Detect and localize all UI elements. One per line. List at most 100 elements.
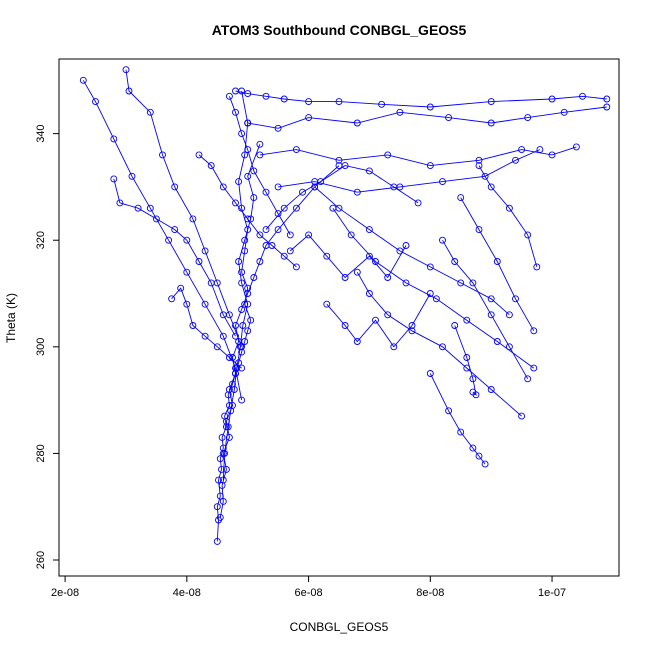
data-point: [168, 295, 176, 303]
data-series: [232, 87, 611, 111]
data-point: [299, 188, 306, 196]
data-point: [329, 204, 337, 212]
data-point: [207, 279, 215, 287]
data-point: [247, 316, 255, 324]
data-point: [512, 156, 519, 164]
data-point: [603, 103, 611, 111]
data-point: [365, 290, 373, 297]
data-point: [481, 460, 489, 468]
data-point: [457, 428, 465, 436]
data-point: [218, 481, 226, 489]
data-point: [110, 175, 118, 183]
data-point: [481, 172, 489, 180]
data-point: [439, 236, 446, 244]
data-point: [274, 124, 282, 132]
data-point: [235, 178, 243, 186]
data-point: [227, 407, 235, 415]
data-point: [451, 258, 459, 265]
data-point: [560, 108, 568, 116]
data-point: [189, 215, 197, 223]
data-point: [225, 354, 233, 361]
y-tick-label: 340: [35, 124, 47, 142]
data-point: [487, 119, 495, 127]
data-point: [384, 274, 392, 281]
data-point: [390, 183, 398, 191]
data-point: [244, 119, 252, 127]
data-series: [475, 162, 541, 271]
data-point: [159, 151, 166, 159]
data-point: [396, 108, 404, 116]
data-point: [218, 433, 226, 441]
data-point: [244, 90, 252, 98]
data-point: [512, 295, 519, 303]
data-point: [493, 258, 501, 265]
series-line: [442, 239, 529, 380]
y-tick-label: 320: [35, 231, 47, 249]
data-point: [238, 130, 246, 138]
plot-frame: [58, 58, 620, 577]
data-point: [244, 226, 252, 234]
data-point: [426, 263, 434, 271]
data-point: [469, 388, 477, 396]
series-line: [332, 207, 535, 369]
data-point: [230, 386, 238, 393]
series-line: [290, 234, 407, 279]
data-point: [286, 247, 294, 255]
y-tick-label: 260: [35, 551, 47, 569]
data-point: [146, 108, 154, 116]
data-point: [487, 386, 495, 393]
data-point: [238, 348, 246, 356]
data-point: [224, 423, 232, 431]
data-point: [256, 258, 264, 265]
data-point: [280, 204, 288, 212]
data-point: [365, 226, 373, 234]
data-point: [579, 92, 586, 100]
data-point: [241, 236, 249, 244]
data-series: [262, 162, 422, 234]
data-point: [244, 300, 252, 308]
data-point: [365, 252, 373, 260]
data-point: [221, 449, 229, 457]
x-axis-label: CONBGL_GEOS5: [290, 620, 389, 634]
x-tick-label: 1e-07: [538, 587, 566, 599]
data-point: [219, 444, 227, 452]
data-point: [341, 322, 349, 329]
chart-title: ATOM3 Southbound CONBGL_GEOS5: [212, 22, 467, 38]
data-point: [274, 210, 282, 218]
series-line: [326, 293, 431, 348]
series-line: [82, 80, 243, 401]
data-point: [353, 188, 361, 196]
data-point: [530, 327, 538, 335]
data-point: [493, 338, 501, 345]
data-point: [463, 316, 471, 324]
data-point: [323, 300, 331, 308]
data-point: [232, 199, 239, 207]
data-point: [201, 332, 209, 340]
data-point: [439, 178, 446, 186]
data-point: [238, 343, 246, 351]
data-point: [216, 513, 224, 521]
data-point: [432, 295, 440, 303]
data-point: [323, 252, 331, 260]
data-point: [92, 98, 99, 106]
data-point: [457, 194, 465, 202]
data-point: [536, 146, 544, 154]
series-line: [113, 178, 236, 337]
data-point: [219, 311, 227, 319]
data-point: [201, 300, 209, 308]
data-series: [219, 140, 264, 484]
data-series: [195, 151, 300, 271]
series-line: [460, 197, 535, 332]
data-series: [457, 194, 538, 335]
data-point: [207, 162, 215, 170]
data-point: [250, 274, 258, 281]
data-point: [177, 284, 185, 292]
data-point: [232, 332, 239, 340]
data-point: [353, 338, 361, 345]
data-point: [215, 476, 222, 484]
data-point: [518, 146, 526, 154]
data-point: [426, 290, 434, 297]
data-point: [408, 322, 416, 329]
data-point: [353, 119, 361, 127]
